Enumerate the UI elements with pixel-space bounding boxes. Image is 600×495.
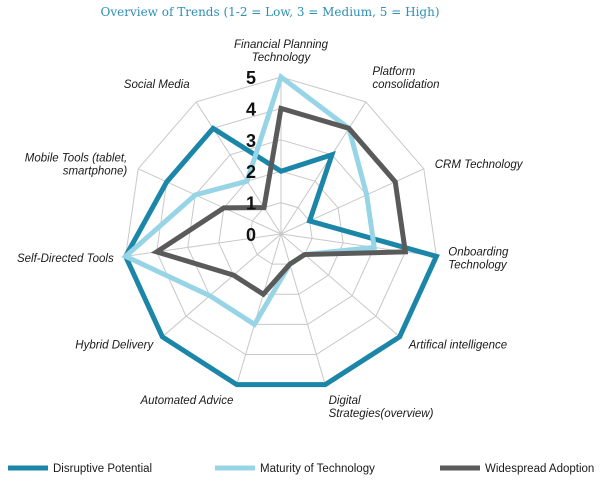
legend-label: Maturity of Technology xyxy=(260,463,375,475)
legend-label: Widespread Adoption xyxy=(485,463,594,475)
grid-spoke xyxy=(195,101,282,235)
category-label: Platform consolidation xyxy=(372,66,439,91)
category-label: Mobile Tools (tablet, smartphone) xyxy=(25,152,128,177)
category-label: Hybrid Delivery xyxy=(75,340,154,352)
category-label: Financial Planning Technology xyxy=(234,39,329,64)
category-label: Onboarding Technology xyxy=(448,247,509,272)
category-label: Self-Directed Tools xyxy=(17,253,114,265)
category-label: Artifical intelligence xyxy=(408,340,507,352)
grid-spoke xyxy=(236,233,282,385)
series-line-maturity-of-technology xyxy=(121,72,378,328)
category-labels: Financial Planning Technology Platform cons… xyxy=(17,39,524,420)
grid-spoke xyxy=(280,233,437,257)
grid-ring-2 xyxy=(218,170,344,295)
category-label: CRM Technology xyxy=(435,159,524,171)
grid-ring-1 xyxy=(249,202,313,265)
grid-spoke xyxy=(280,101,367,235)
radial-tick-labels: 0 1 2 3 4 5 xyxy=(246,68,256,245)
legend: Disruptive Potential Maturity of Technolo… xyxy=(8,463,594,475)
grid-spoke xyxy=(280,233,400,338)
series-line-disruptive-potential xyxy=(122,125,440,388)
chart-title: Overview of Trends (1-2 = Low, 3 = Mediu… xyxy=(101,5,440,19)
category-label: Social Media xyxy=(124,79,190,91)
series-lines xyxy=(121,72,440,388)
grid-spoke xyxy=(137,168,282,235)
category-label: Digital Strategies(overview) xyxy=(329,395,434,420)
grid-spoke xyxy=(280,168,425,235)
series-line-widespread-adoption xyxy=(150,105,409,298)
tick-label: 5 xyxy=(246,68,256,88)
tick-label: 4 xyxy=(246,99,256,119)
grid-spoke xyxy=(280,233,326,385)
tick-label: 0 xyxy=(246,225,256,245)
category-label: Automated Advice xyxy=(139,395,233,407)
grid-ring-3 xyxy=(187,139,375,325)
tick-label: 3 xyxy=(246,131,256,151)
legend-label: Disruptive Potential xyxy=(53,463,152,475)
grid-spoke xyxy=(162,233,282,338)
tick-label: 2 xyxy=(246,162,256,182)
tick-label: 1 xyxy=(246,194,256,214)
